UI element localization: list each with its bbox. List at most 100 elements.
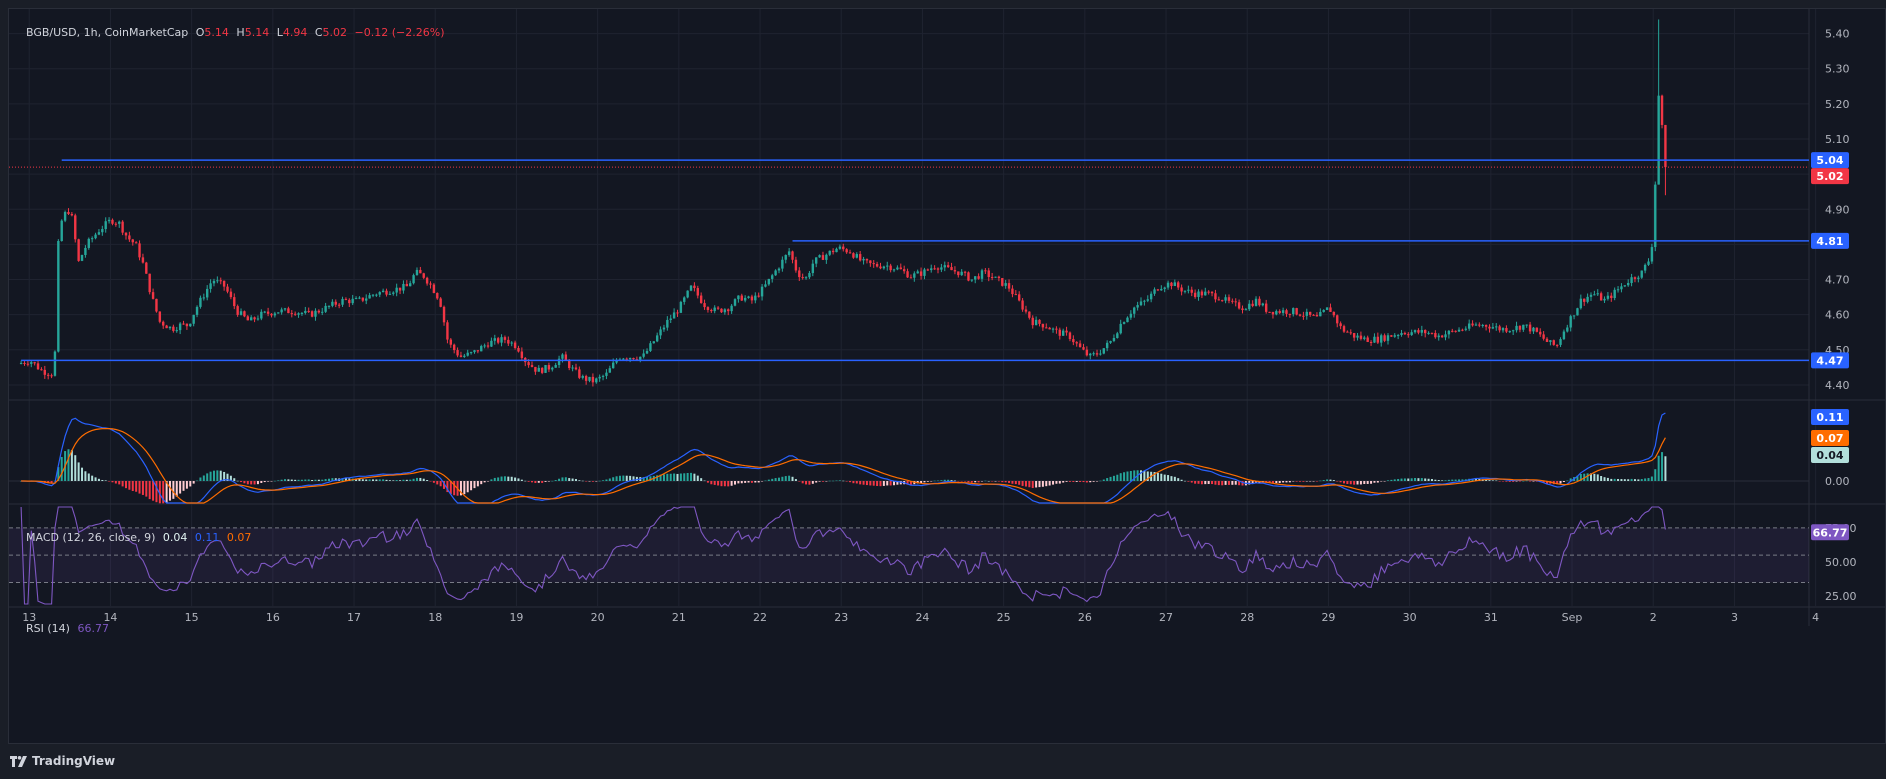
macd-bar xyxy=(1011,481,1014,484)
candle-body xyxy=(733,299,737,306)
candle xyxy=(1004,279,1007,289)
candle-body xyxy=(496,338,500,343)
tradingview-brand[interactable]: TradingView xyxy=(10,754,115,768)
candle-body xyxy=(595,378,598,383)
macd-bar xyxy=(1207,481,1210,485)
candle xyxy=(1329,303,1332,312)
candle xyxy=(798,267,801,281)
macd-bar xyxy=(1167,475,1170,481)
candle xyxy=(882,265,886,270)
candle xyxy=(818,254,821,258)
macd-bar xyxy=(1038,481,1041,488)
macd-bar xyxy=(1251,481,1254,484)
candle-body xyxy=(1349,332,1352,334)
macd-bar xyxy=(1214,481,1217,485)
candle-body xyxy=(612,362,615,369)
macd-bar xyxy=(1569,478,1572,481)
macd-bar xyxy=(1288,481,1291,483)
macd-bar xyxy=(196,480,199,482)
candle-body xyxy=(886,265,889,267)
macd-bar xyxy=(1430,479,1433,481)
candle xyxy=(1237,299,1241,310)
candle-body xyxy=(906,271,909,278)
candle xyxy=(1593,290,1596,296)
candle xyxy=(1295,307,1298,316)
macd-bar xyxy=(618,475,621,481)
level-tag-label: 4.47 xyxy=(1816,354,1843,367)
symbol-label[interactable]: BGB/USD, 1h, CoinMarketCap xyxy=(26,26,189,39)
candle xyxy=(486,342,490,349)
candle xyxy=(1349,329,1352,335)
candle xyxy=(148,273,151,295)
candle xyxy=(899,263,902,270)
macd-bar xyxy=(801,481,804,484)
macd-line-value: 0.11 xyxy=(194,531,220,544)
macd-bar xyxy=(1031,481,1034,489)
macd-bar xyxy=(926,481,929,482)
macd-bar xyxy=(503,476,506,481)
macd-bar xyxy=(855,481,858,484)
candle-body xyxy=(1396,335,1400,337)
macd-bar xyxy=(111,481,114,483)
macd-indicator-name[interactable]: MACD (12, 26, close, 9) xyxy=(26,531,156,544)
candle-body xyxy=(1325,307,1329,310)
rsi-indicator-name[interactable]: RSI (14) xyxy=(26,622,70,635)
macd-bar xyxy=(720,481,723,487)
candle xyxy=(1041,323,1045,331)
candle xyxy=(1312,314,1315,316)
candle-body xyxy=(233,297,236,307)
macd-bar xyxy=(693,473,696,481)
candle xyxy=(1001,277,1004,287)
candle-body xyxy=(1369,341,1373,343)
candle-body xyxy=(145,262,148,274)
candle-body xyxy=(527,362,530,366)
candle xyxy=(1508,330,1511,334)
candle xyxy=(970,279,974,283)
candle xyxy=(185,323,189,330)
candle-body xyxy=(1589,294,1593,297)
candle-body xyxy=(46,374,50,376)
candle xyxy=(1241,305,1244,314)
candle xyxy=(368,292,371,299)
macd-bar xyxy=(662,474,665,481)
candle xyxy=(260,309,263,321)
macd-bar xyxy=(953,480,956,482)
macd-bar xyxy=(1407,478,1410,481)
macd-bar xyxy=(422,478,425,481)
candle xyxy=(304,306,307,315)
macd-bar xyxy=(1123,472,1126,481)
candle xyxy=(1072,335,1075,346)
candle xyxy=(293,311,297,316)
macd-bar xyxy=(571,478,574,481)
candle xyxy=(378,291,381,298)
candle xyxy=(1166,280,1170,290)
candle-body xyxy=(639,356,642,360)
candle-body xyxy=(933,268,936,270)
macd-bar xyxy=(1471,478,1474,481)
candle xyxy=(1386,333,1390,345)
price-tick-label: 4.40 xyxy=(1825,379,1850,392)
macd-bar xyxy=(1542,481,1545,483)
macd-bar xyxy=(774,478,777,481)
candle-body xyxy=(1508,331,1511,333)
candle xyxy=(571,365,574,372)
candle-body xyxy=(1603,298,1606,301)
macd-bar xyxy=(1640,479,1643,481)
candle-body xyxy=(60,220,63,241)
chart-canvas[interactable]: 4.404.504.604.704.804.905.005.105.205.30… xyxy=(9,9,1885,743)
candle-body xyxy=(63,212,67,221)
candle-body xyxy=(1407,334,1410,336)
candle xyxy=(104,217,107,233)
candle xyxy=(273,311,277,318)
candle xyxy=(97,229,101,236)
candle xyxy=(760,283,764,301)
candle xyxy=(1305,308,1308,320)
macd-bar xyxy=(361,479,364,481)
macd-bar xyxy=(165,481,168,503)
candle-body xyxy=(1153,289,1156,294)
candle xyxy=(926,268,930,272)
candle-body xyxy=(398,287,402,291)
candle-body xyxy=(1474,324,1478,326)
candle xyxy=(1434,330,1437,339)
macd-bar xyxy=(554,480,557,481)
